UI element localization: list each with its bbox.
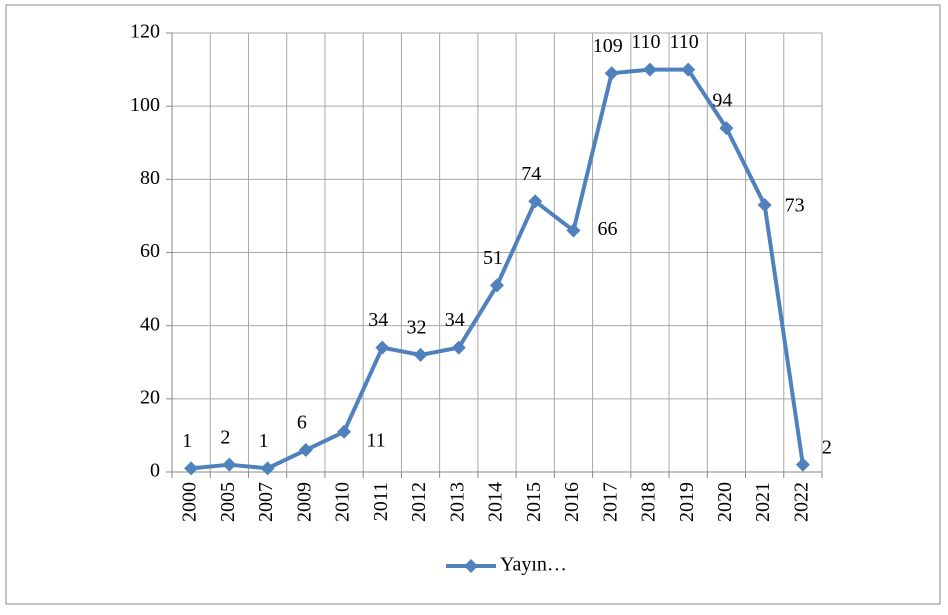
data-label: 1 bbox=[259, 430, 269, 452]
data-label: 2 bbox=[220, 426, 230, 448]
y-tick-label: 20 bbox=[140, 386, 160, 408]
data-label: 34 bbox=[445, 309, 465, 331]
data-label: 74 bbox=[521, 163, 541, 185]
marker bbox=[719, 121, 734, 136]
marker bbox=[451, 340, 466, 355]
marker bbox=[413, 347, 428, 362]
marker bbox=[260, 461, 275, 476]
x-tick-label: 2000 bbox=[179, 482, 201, 522]
y-tick-label: 100 bbox=[130, 94, 160, 116]
marker bbox=[528, 194, 543, 209]
marker bbox=[337, 424, 352, 439]
x-tick-label: 2005 bbox=[217, 482, 239, 522]
x-tick-label: 2011 bbox=[370, 482, 392, 521]
y-tick-label: 40 bbox=[140, 313, 160, 335]
data-label: 11 bbox=[366, 429, 385, 451]
y-tick-label: 120 bbox=[130, 21, 160, 43]
data-label: 94 bbox=[712, 90, 732, 112]
data-label: 51 bbox=[483, 247, 503, 269]
x-tick-label: 2017 bbox=[599, 482, 621, 522]
y-tick-label: 60 bbox=[140, 240, 160, 262]
data-label: 34 bbox=[368, 309, 388, 331]
data-label: 110 bbox=[670, 31, 699, 53]
chart-border bbox=[5, 4, 941, 605]
x-tick-label: 2007 bbox=[255, 482, 277, 522]
marker bbox=[490, 278, 504, 293]
marker bbox=[681, 62, 696, 77]
data-label: 2 bbox=[822, 436, 832, 458]
legend-marker bbox=[464, 559, 478, 573]
y-tick-label: 0 bbox=[150, 460, 160, 482]
x-tick-label: 2016 bbox=[561, 482, 583, 522]
marker bbox=[604, 66, 619, 81]
x-tick-label: 2018 bbox=[638, 482, 660, 522]
x-tick-label: 2014 bbox=[485, 482, 507, 522]
y-tick-label: 80 bbox=[140, 167, 160, 189]
x-tick-label: 2019 bbox=[676, 482, 698, 522]
x-tick-label: 2022 bbox=[790, 482, 812, 522]
marker bbox=[757, 197, 772, 212]
marker bbox=[375, 340, 390, 355]
data-label: 6 bbox=[297, 412, 307, 434]
legend-label: Yayın… bbox=[500, 554, 567, 576]
data-label: 110 bbox=[631, 31, 660, 53]
data-label: 109 bbox=[593, 35, 623, 57]
data-label: 1 bbox=[182, 430, 192, 452]
x-tick-label: 2009 bbox=[293, 482, 315, 522]
x-tick-label: 2010 bbox=[332, 482, 354, 522]
x-tick-label: 2015 bbox=[523, 482, 545, 522]
x-tick-label: 2021 bbox=[752, 482, 774, 522]
marker bbox=[642, 62, 657, 77]
x-tick-label: 2013 bbox=[446, 482, 468, 522]
marker bbox=[298, 443, 313, 458]
x-tick-label: 2012 bbox=[408, 482, 430, 522]
marker bbox=[566, 223, 581, 238]
marker bbox=[184, 461, 199, 476]
x-tick-label: 2020 bbox=[714, 482, 736, 522]
data-label: 66 bbox=[597, 218, 617, 240]
data-label: 32 bbox=[407, 317, 427, 339]
marker bbox=[795, 457, 810, 472]
marker bbox=[222, 457, 237, 472]
data-label: 73 bbox=[785, 195, 805, 217]
